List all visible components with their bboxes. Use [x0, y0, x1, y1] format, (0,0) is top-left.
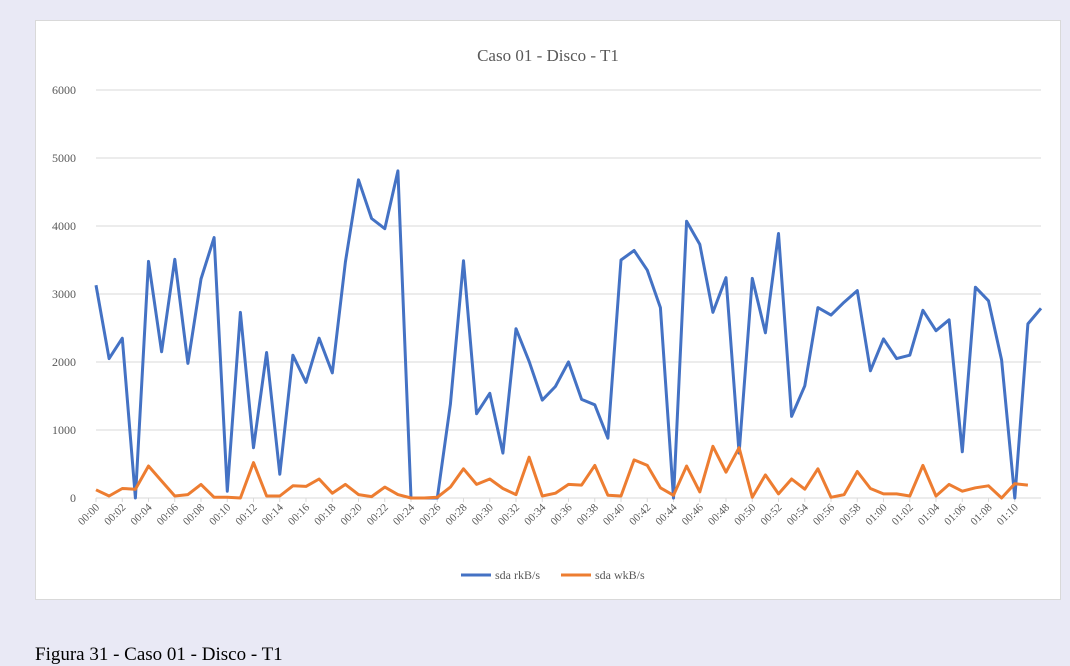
- x-tick-label: 00:22: [365, 502, 391, 528]
- legend: sda rkB/s sda wkB/s: [461, 568, 645, 582]
- line-chart: Caso 01 - Disco - T1 0 1000 2000 3000 4000 50…: [52, 46, 1043, 582]
- x-tick-label: 00:14: [260, 501, 287, 528]
- x-tick-label: 00:36: [548, 501, 575, 528]
- chart-title: Caso 01 - Disco - T1: [477, 46, 619, 65]
- legend-label: sda wkB/s: [595, 568, 645, 582]
- x-tick-label: 01:08: [968, 501, 995, 528]
- x-tick-label: 00:04: [128, 501, 155, 528]
- y-tick-label: 3000: [52, 287, 76, 301]
- x-tick-label: 00:52: [758, 502, 784, 528]
- x-tick-label: 00:12: [233, 502, 259, 528]
- series-line-2: [95, 444, 1029, 500]
- figure-caption: Figura 31 - Caso 01 - Disco - T1: [35, 644, 283, 665]
- y-tick-label: 1000: [52, 423, 76, 437]
- x-tick-label: 01:10: [995, 501, 1022, 528]
- x-tick-label: 00:44: [653, 501, 680, 528]
- x-tick-label: 00:56: [811, 501, 838, 528]
- x-tick-label: 00:02: [102, 502, 128, 528]
- x-tick-label: 00:32: [496, 502, 522, 528]
- x-tick-label: 00:24: [391, 501, 418, 528]
- x-tick-label: 00:08: [181, 501, 208, 528]
- x-tick-label: 01:00: [863, 501, 890, 528]
- chart-frame: Caso 01 - Disco - T1 0 1000 2000 3000 4000 50…: [35, 20, 1061, 600]
- x-tick-label: 00:40: [601, 501, 628, 528]
- y-axis-ticks: 0 1000 2000 3000 4000 5000 6000: [52, 83, 76, 505]
- x-tick-label: 00:42: [627, 502, 653, 528]
- y-tick-label: 5000: [52, 151, 76, 165]
- x-tick-label: 00:30: [470, 501, 497, 528]
- x-tick-label: 00:34: [522, 501, 549, 528]
- legend-label: sda rkB/s: [495, 568, 540, 582]
- x-tick-label: 00:18: [312, 501, 339, 528]
- x-tick-label: 00:20: [338, 501, 365, 528]
- x-tick-label: 01:06: [942, 501, 969, 528]
- x-tick-label: 00:16: [286, 501, 313, 528]
- gridlines: [96, 89, 1041, 499]
- x-tick-label: 00:28: [443, 501, 470, 528]
- x-tick-label: 01:04: [916, 501, 943, 528]
- x-tick-label: 00:54: [785, 501, 812, 528]
- x-tick-label: 00:38: [575, 501, 602, 528]
- x-tick-label: 00:10: [207, 501, 234, 528]
- series-lines: [94, 169, 1043, 500]
- x-tick-label: 00:58: [837, 501, 864, 528]
- x-tick-label: 01:02: [890, 502, 916, 528]
- x-tick-label: 00:50: [732, 501, 759, 528]
- x-tick-label: 00:46: [680, 501, 707, 528]
- x-axis-ticks: 00:00 00:02 00:04 00:06 00:08 00:10 00:12 00:14…: [76, 498, 1021, 528]
- y-tick-label: 4000: [52, 219, 76, 233]
- x-tick-label: 00:06: [155, 501, 182, 528]
- x-tick-label: 00:26: [417, 501, 444, 528]
- x-tick-label: 00:48: [706, 501, 733, 528]
- y-tick-label: 6000: [52, 83, 76, 97]
- series-line-1: [94, 169, 1043, 500]
- y-tick-label: 2000: [52, 355, 76, 369]
- y-tick-label: 0: [70, 491, 76, 505]
- x-tick-label: 00:00: [76, 501, 103, 528]
